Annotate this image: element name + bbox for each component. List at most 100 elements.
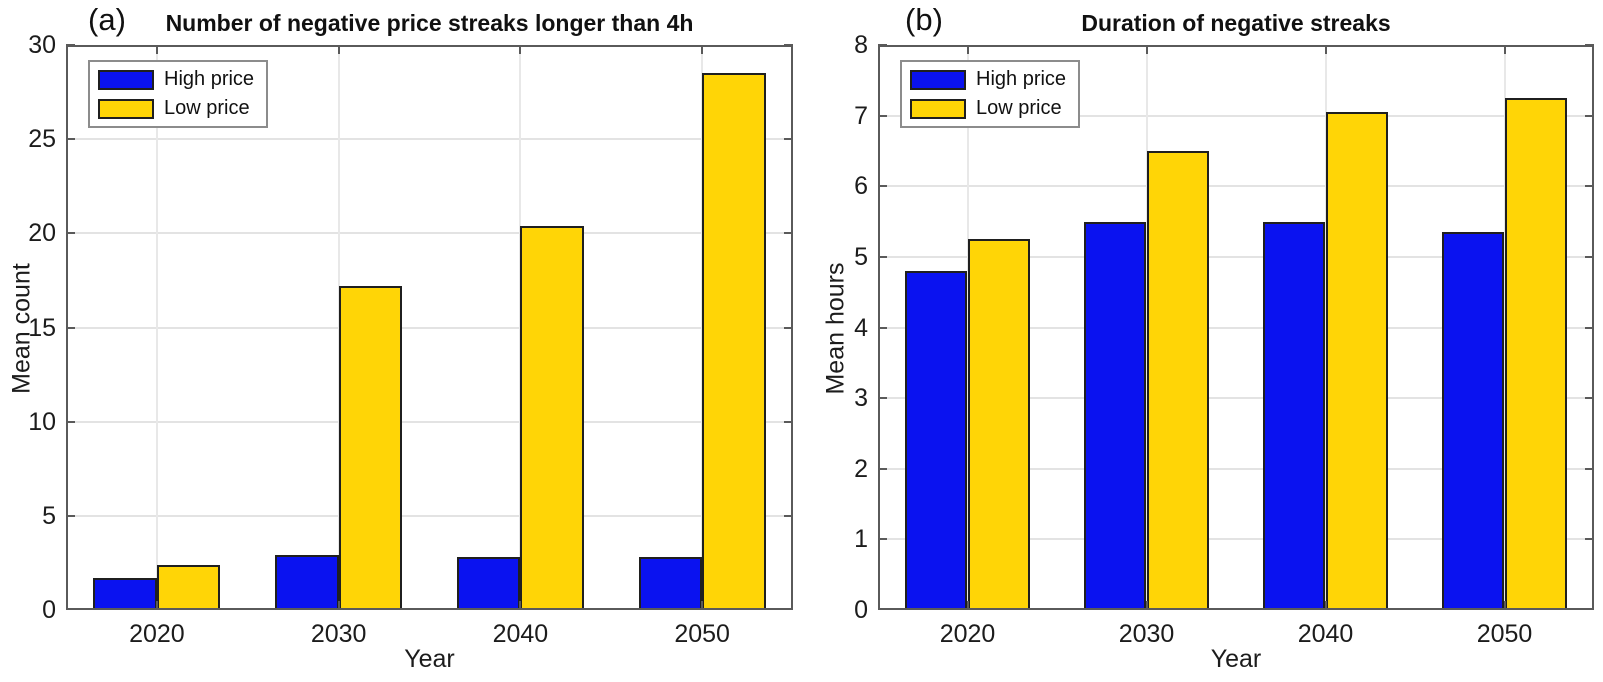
bar-low-price-2050	[1504, 98, 1568, 610]
gridline	[66, 514, 793, 517]
x-tick-mark	[519, 45, 522, 54]
y-tick-mark	[1585, 255, 1594, 258]
y-tick-mark	[1585, 326, 1594, 329]
legend-swatch-low-price	[98, 98, 154, 119]
bar-low-price-2040	[520, 226, 584, 610]
y-tick-label: 7	[854, 101, 868, 130]
y-tick-mark	[784, 232, 793, 235]
y-tick-label: 15	[28, 313, 56, 342]
gridline	[878, 397, 1594, 400]
bar-high-price-2050	[1441, 232, 1505, 610]
x-tick-mark	[155, 45, 158, 54]
x-tick-label: 2020	[939, 620, 996, 648]
y-tick-label: 6	[854, 172, 868, 201]
chart-panel-b: (b) Duration of negative streaks Mean ho…	[810, 0, 1603, 682]
y-tick-mark	[878, 185, 887, 188]
bar-high-price-2030	[1083, 222, 1147, 610]
x-tick-mark	[966, 601, 969, 610]
y-tick-mark	[1585, 538, 1594, 541]
x-tick-label: 2050	[1476, 620, 1533, 648]
bar-high-price-2030	[275, 555, 339, 610]
plot-area-b: High price Low price 0 1 2 3 4 5 6 7 8 2020 2030 20…	[854, 32, 1594, 648]
y-tick-mark	[784, 420, 793, 423]
x-tick-mark	[1324, 601, 1327, 610]
panel-label-b: (b)	[905, 2, 943, 37]
y-tick-mark	[66, 420, 75, 423]
x-tick-mark	[966, 45, 969, 54]
legend-item-low-price: Low price	[910, 97, 1066, 120]
x-tick-mark	[1145, 45, 1148, 54]
legend-item-high-price: High price	[910, 68, 1066, 91]
legend-swatch-high-price	[98, 69, 154, 90]
bar-high-price-2020	[93, 578, 157, 610]
gridline	[878, 467, 1594, 470]
x-axis-label-b: Year	[1210, 645, 1262, 673]
gridline	[66, 138, 793, 141]
x-tick-mark	[1503, 601, 1506, 610]
gridline	[878, 255, 1594, 258]
gridline	[878, 114, 1594, 117]
y-tick-mark	[878, 538, 887, 541]
x-tick-label: 2030	[1118, 620, 1175, 648]
x-tick-mark	[337, 45, 340, 54]
y-tick-label: 25	[28, 125, 56, 154]
y-tick-mark	[878, 44, 887, 46]
legend-item-high-price: High price	[98, 68, 254, 91]
bar-low-price-2030	[338, 286, 403, 610]
y-tick-mark	[878, 397, 887, 400]
y-tick-mark	[1585, 397, 1594, 400]
x-tick-mark	[701, 601, 704, 610]
gridline	[66, 232, 793, 235]
gridline	[878, 538, 1594, 541]
y-tick-mark	[66, 138, 75, 141]
gridline	[878, 185, 1594, 188]
y-tick-mark	[1585, 44, 1594, 46]
plot-area-a: High price Low price 0 5 10 15 20 25 30 2020 203…	[28, 32, 793, 648]
legend-b: High price Low price	[900, 60, 1081, 128]
legend-a: High price Low price	[88, 60, 269, 128]
gridline	[155, 45, 158, 610]
bar-high-price-2040	[456, 557, 521, 610]
x-tick-label: 2040	[1297, 620, 1354, 648]
chart-panel-a: (a) Number of negative price streaks lon…	[8, 2, 793, 673]
x-tick-label: 2020	[129, 620, 185, 648]
y-tick-mark	[878, 467, 887, 470]
bar-high-price-2020	[904, 271, 968, 610]
y-tick-label: 2	[854, 454, 868, 483]
bar-low-price-2020	[967, 239, 1031, 610]
legend-swatch-high-price	[910, 69, 966, 90]
x-tick-mark	[1145, 601, 1148, 610]
y-tick-mark	[66, 232, 75, 235]
x-tick-label: 2050	[674, 620, 730, 648]
y-tick-label: 0	[42, 596, 56, 624]
y-tick-mark	[1585, 467, 1594, 470]
y-tick-mark	[878, 114, 887, 117]
legend-swatch-low-price	[910, 98, 966, 119]
y-tick-mark	[784, 44, 793, 46]
y-tick-mark	[66, 326, 75, 329]
y-tick-mark	[784, 514, 793, 517]
x-tick-label: 2040	[492, 620, 549, 648]
legend-item-low-price: Low price	[98, 97, 254, 120]
chart-title-a: Number of negative price streaks longer …	[165, 10, 694, 36]
gridline	[66, 420, 793, 423]
x-tick-label: 2030	[310, 620, 367, 648]
x-tick-mark	[1324, 45, 1327, 54]
legend-label-low-price: Low price	[164, 97, 250, 119]
panel-label-a: (a)	[88, 2, 126, 37]
x-tick-mark	[701, 45, 704, 54]
y-tick-mark	[1585, 185, 1594, 188]
bar-low-price-2030	[1146, 151, 1210, 610]
legend-label-high-price: High price	[976, 68, 1067, 90]
x-tick-mark	[519, 601, 522, 610]
x-axis-label-a: Year	[404, 645, 455, 673]
y-tick-mark	[878, 326, 887, 329]
legend-label-high-price: High price	[164, 68, 255, 90]
gridline	[66, 326, 793, 329]
gridline	[878, 326, 1594, 329]
y-tick-label: 20	[28, 219, 56, 248]
bar-high-price-2040	[1262, 222, 1326, 610]
y-tick-label: 8	[854, 31, 868, 59]
y-tick-label: 5	[854, 242, 868, 271]
